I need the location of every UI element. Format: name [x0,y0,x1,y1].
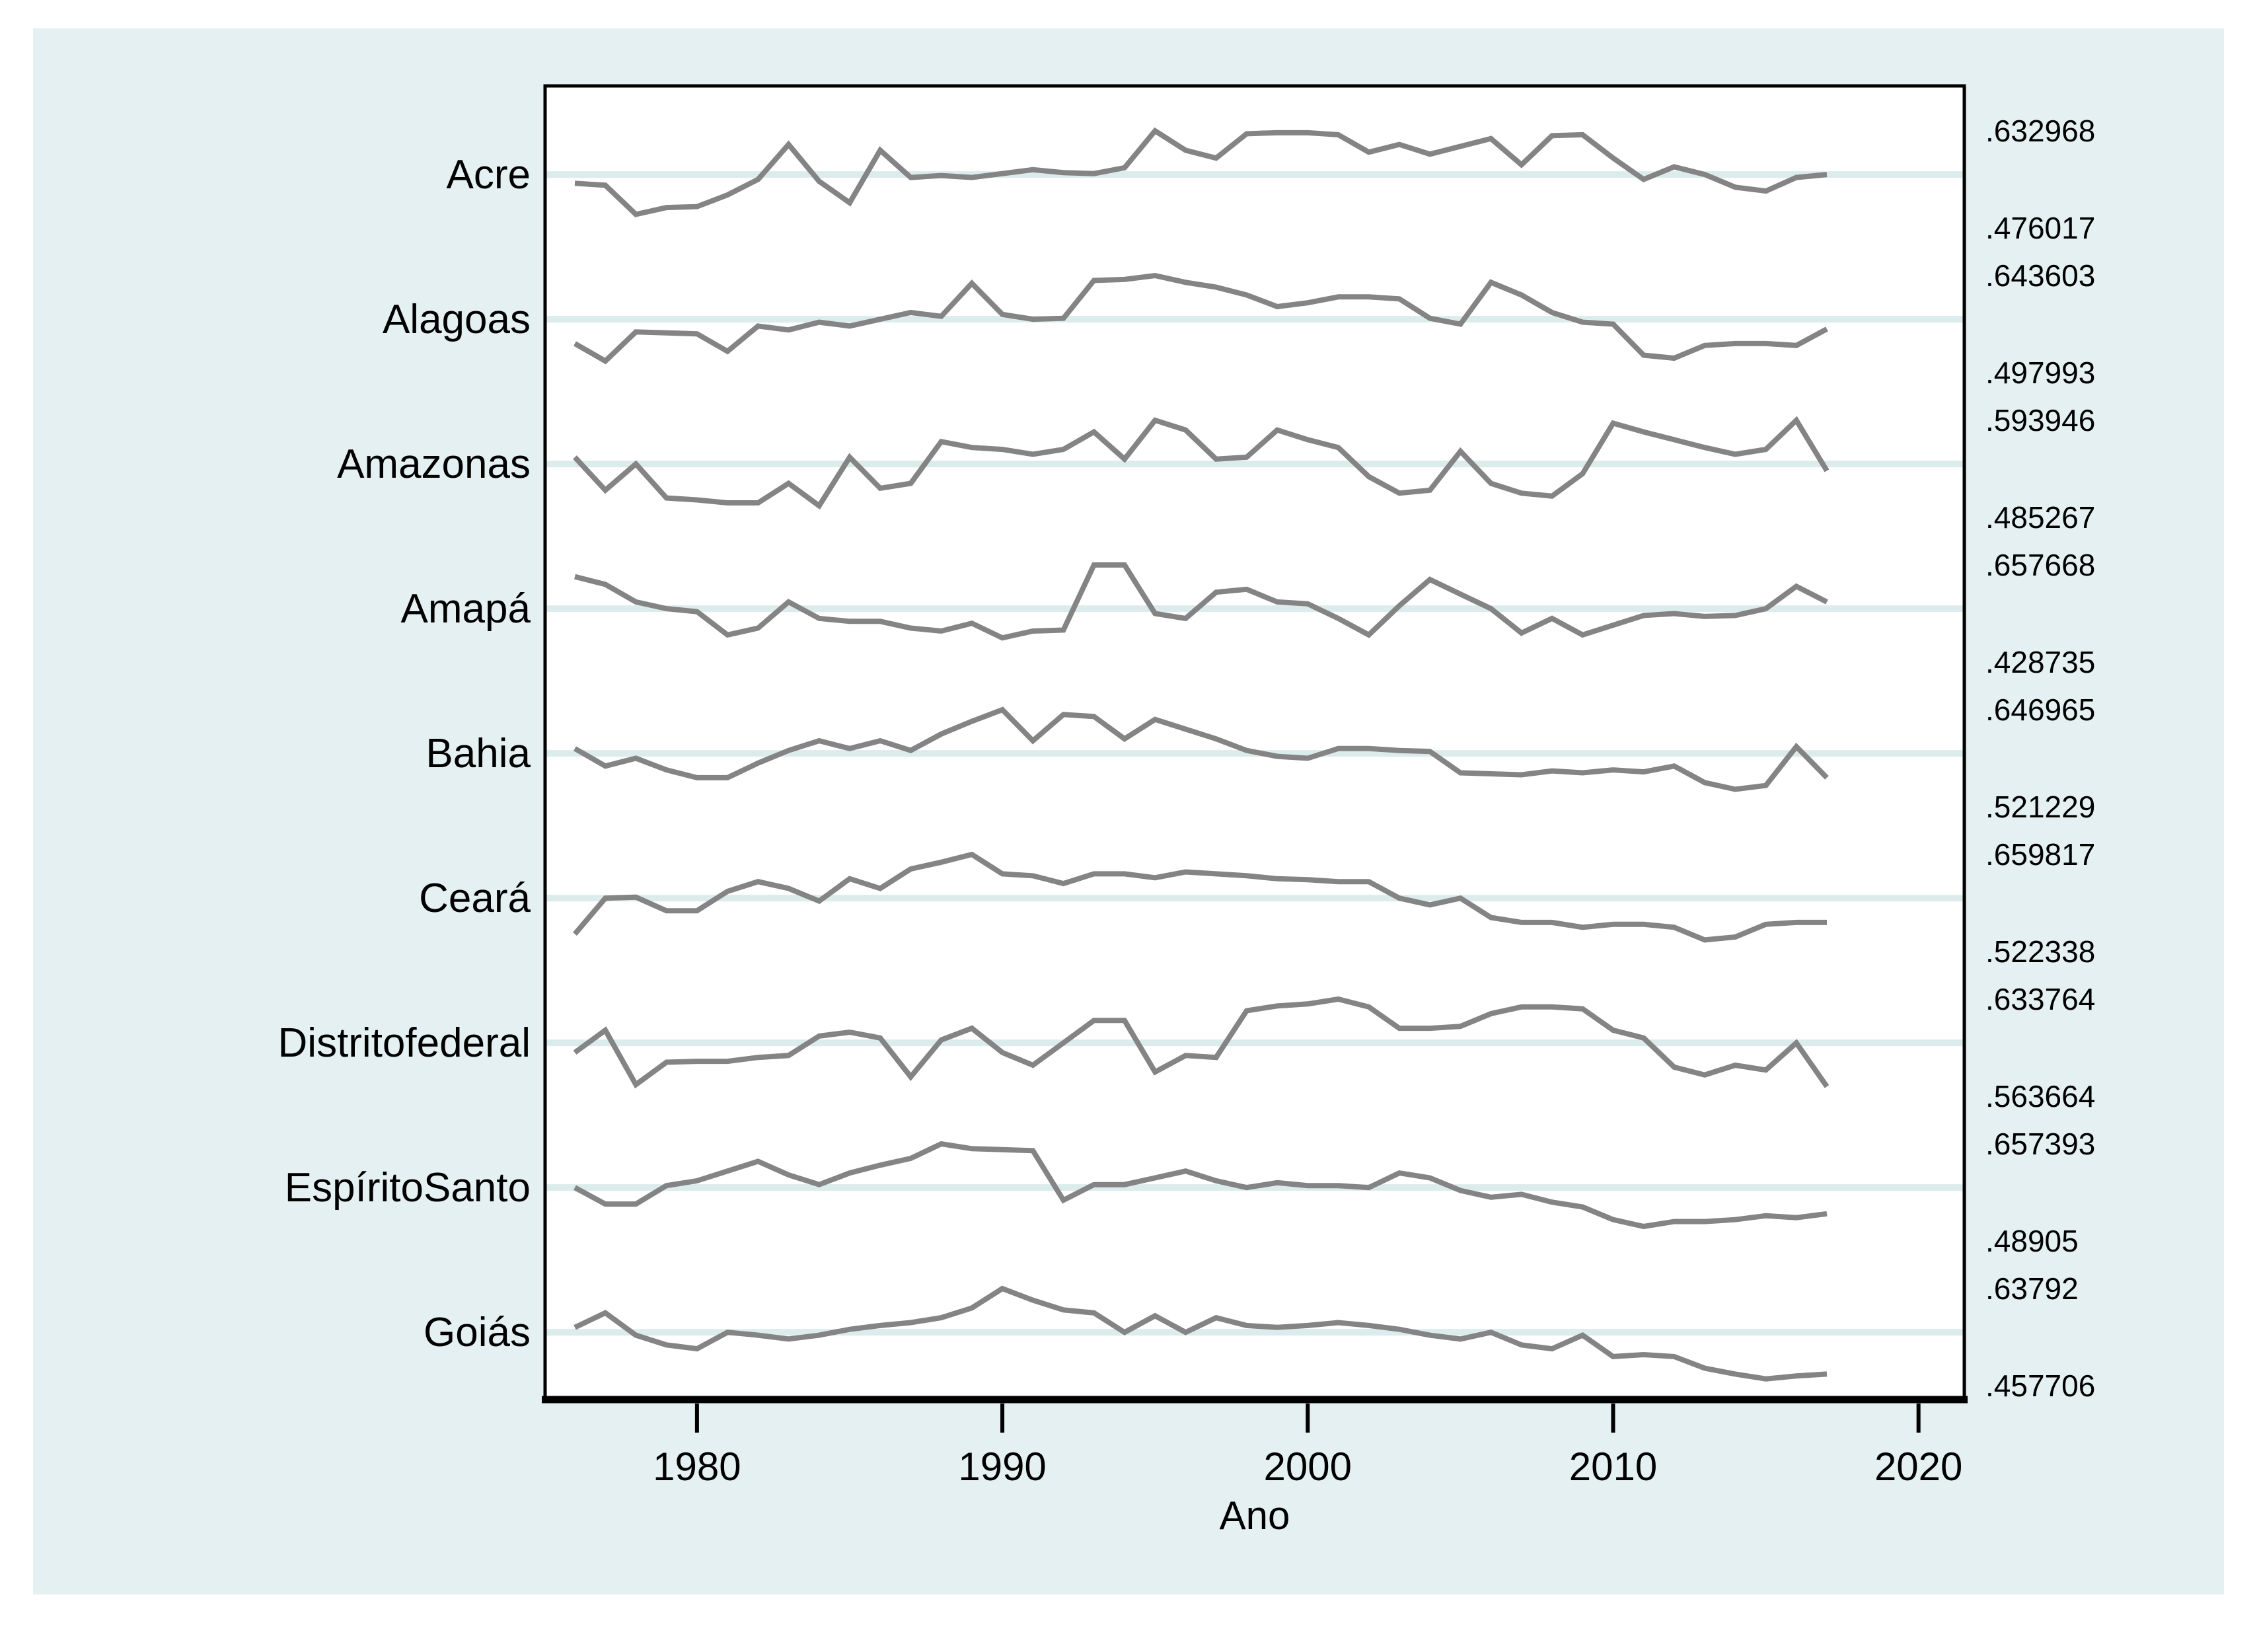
series-min-label-2: .485267 [1985,500,2095,535]
series-max-label-7: .657393 [1985,1127,2095,1161]
plot-area [545,86,1964,1400]
series-max-label-6: .633764 [1985,982,2095,1016]
state-label-3: Amapá [401,586,531,632]
series-min-label-7: .48905 [1985,1224,2079,1258]
series-min-label-8: .457706 [1985,1369,2095,1403]
state-label-1: Alagoas [383,297,531,342]
state-label-4: Bahia [426,731,531,776]
series-max-label-0: .632968 [1985,114,2095,148]
x-tick-label-1980: 1980 [653,1445,741,1489]
series-min-label-3: .428735 [1985,645,2095,679]
series-line-2 [573,416,1830,510]
state-label-6: Distritofederal [278,1020,531,1066]
state-label-7: EspíritoSanto [285,1165,531,1211]
x-axis-title: Ano [1220,1493,1290,1538]
series-line-0 [574,127,1828,217]
series-max-label-2: .593946 [1985,403,2095,437]
series-min-label-5: .522338 [1985,934,2095,969]
series-max-label-1: .643603 [1985,258,2095,293]
series-max-label-4: .646965 [1985,693,2095,727]
series-min-label-1: .497993 [1985,356,2095,390]
state-label-2: Amazonas [337,441,531,487]
series-line-6 [573,996,1830,1089]
series-line-1 [574,272,1828,365]
state-label-0: Acre [447,152,531,198]
state-label-8: Goiás [424,1310,531,1355]
x-tick-label-2010: 2010 [1569,1445,1657,1489]
series-min-label-0: .476017 [1985,211,2095,245]
x-tick-label-2020: 2020 [1874,1445,1962,1489]
series-min-label-6: .563664 [1985,1079,2095,1113]
x-tick-label-2000: 2000 [1264,1445,1352,1489]
series-line-4 [574,706,1829,792]
series-line-5 [572,851,1827,943]
series-line-8 [574,1285,1828,1382]
series-max-label-3: .657668 [1985,548,2095,582]
series-max-label-5: .659817 [1985,837,2095,872]
series-line-3 [574,562,1828,641]
series-max-label-8: .63792 [1985,1271,2079,1306]
x-tick-label-1990: 1990 [958,1445,1046,1489]
state-label-5: Ceará [419,876,531,921]
series-line-7 [574,1141,1828,1230]
series-min-label-4: .521229 [1985,790,2095,824]
